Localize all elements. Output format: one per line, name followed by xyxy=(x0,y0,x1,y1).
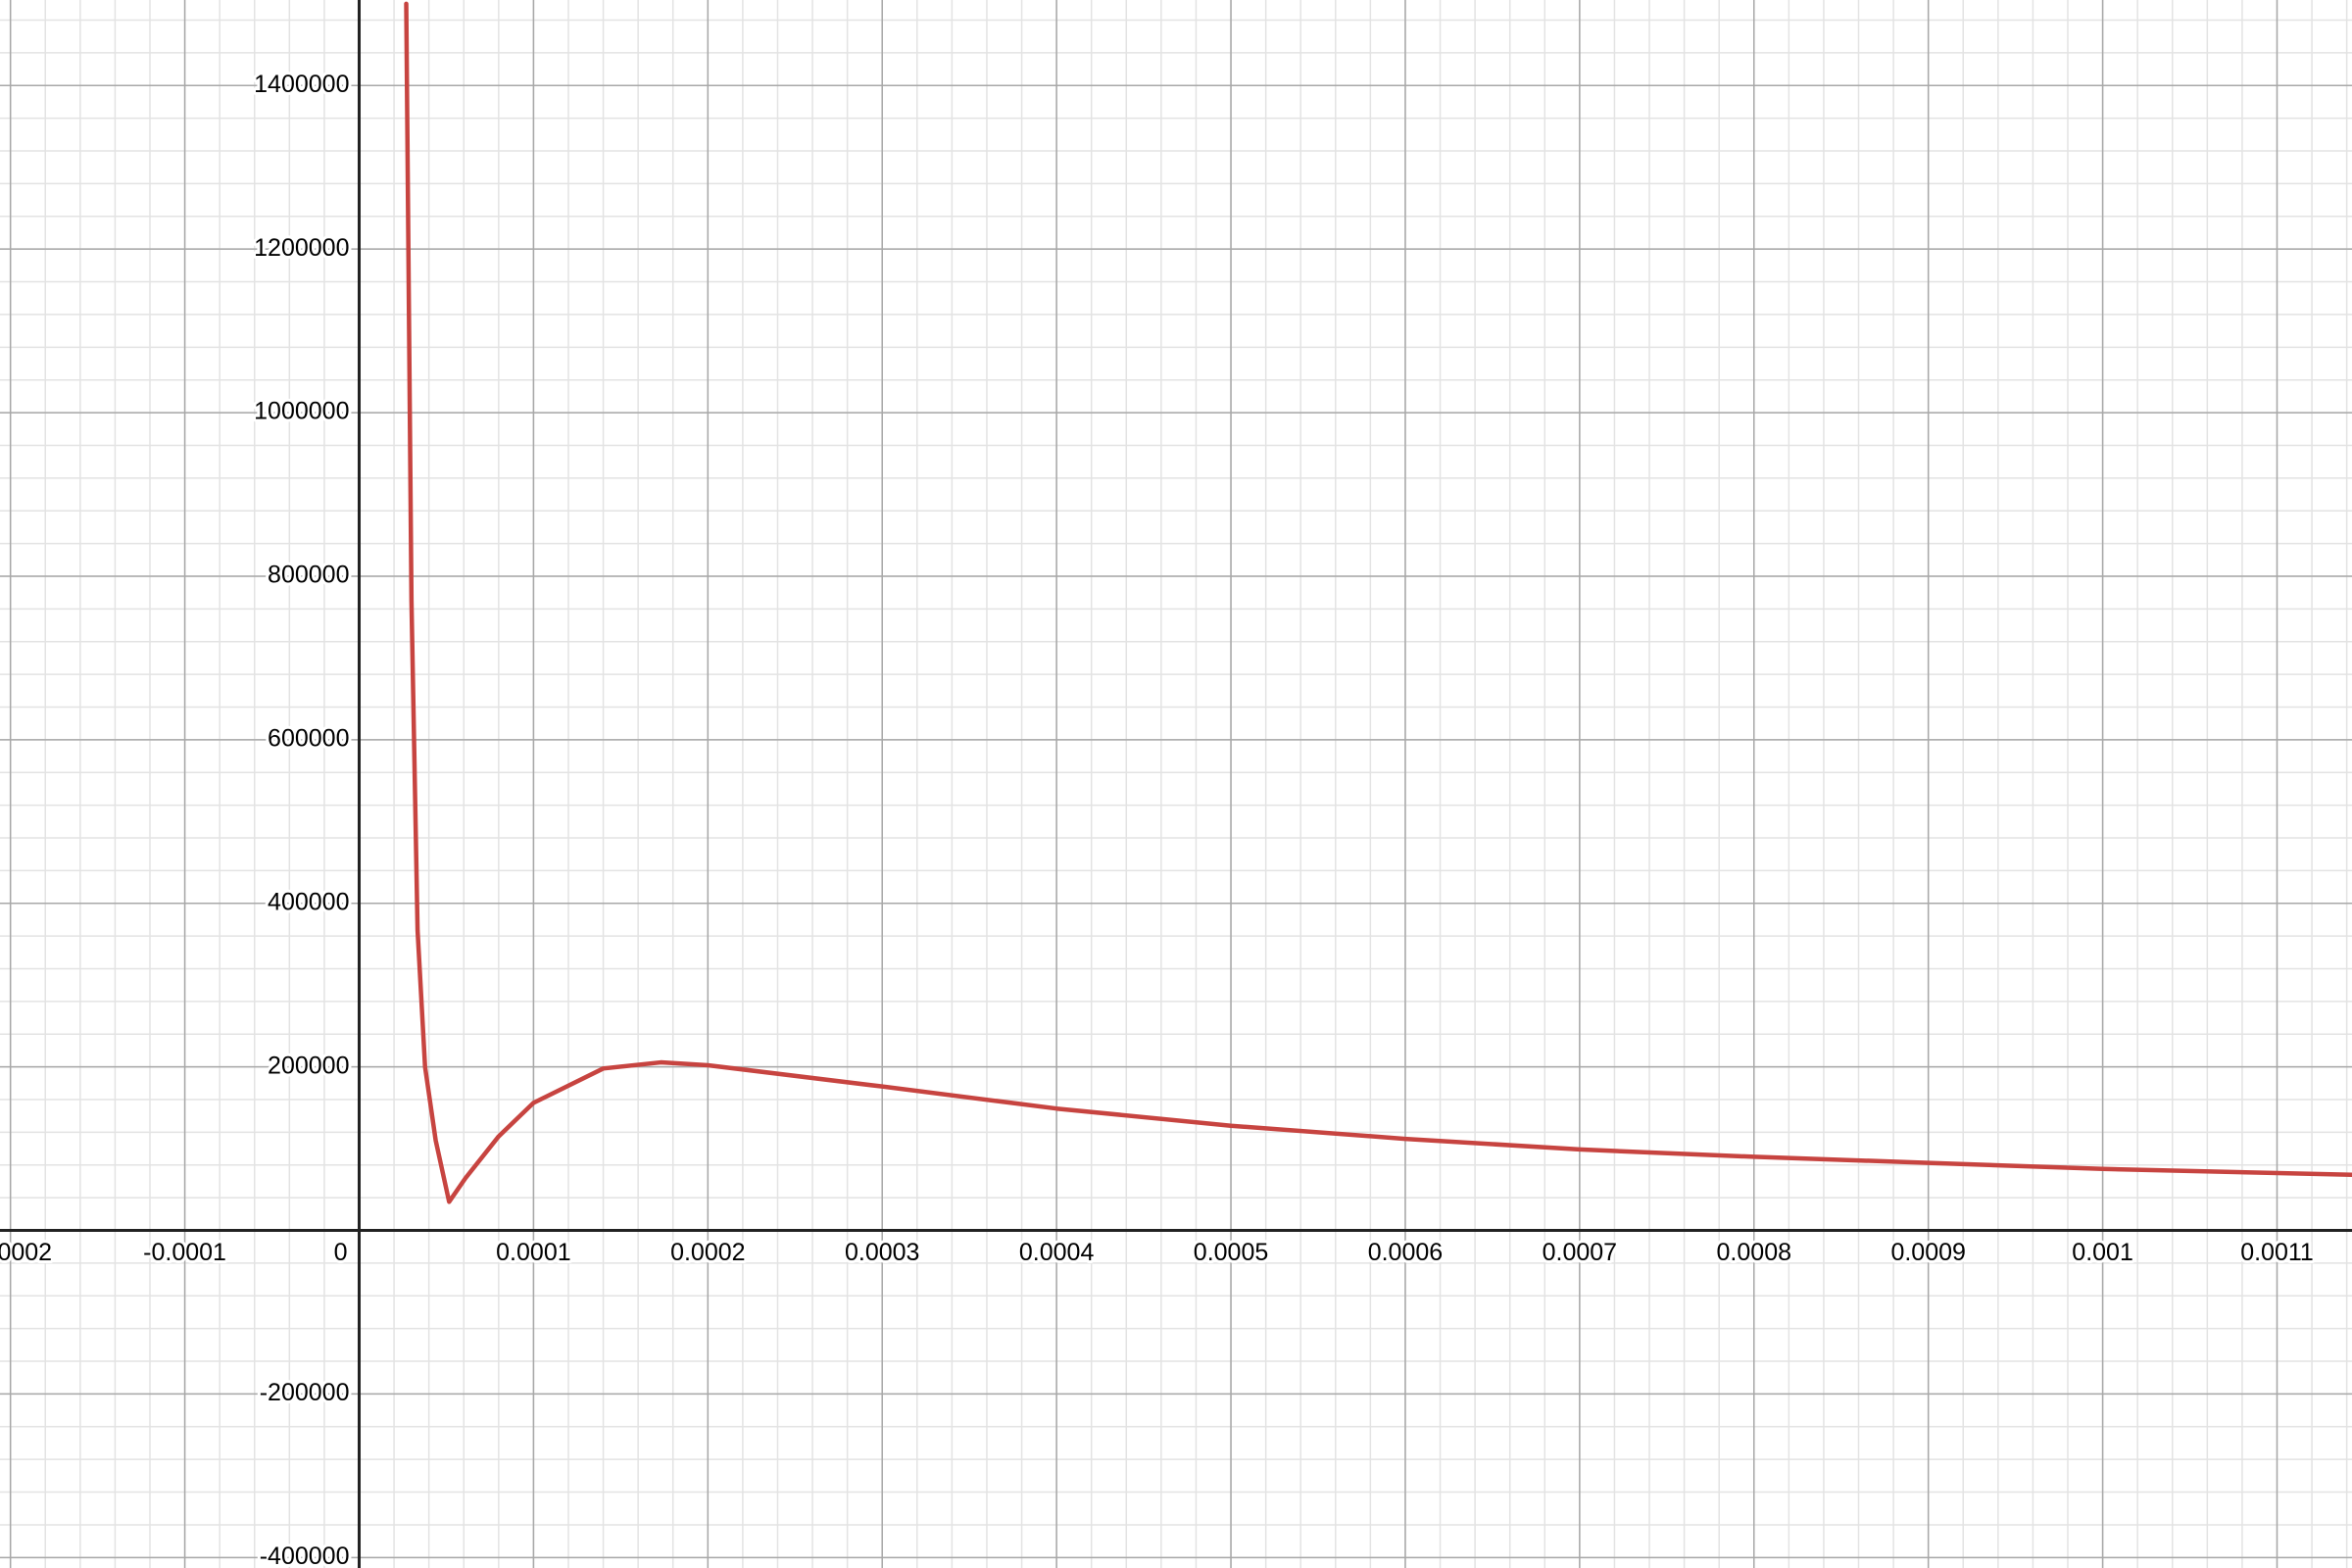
y-tick-label: -200000 xyxy=(260,1379,350,1406)
y-tick-label: 800000 xyxy=(268,562,349,589)
x-tick-label: 0.0011 xyxy=(2240,1239,2314,1266)
x-tick-label: 0.0008 xyxy=(1717,1239,1791,1266)
x-tick-label: 0.0003 xyxy=(845,1239,919,1266)
plot xyxy=(404,1,2352,1204)
labels: -0.0002 -0.0001 0 0.0001 0.0002 0.0003 0.0004 0… xyxy=(0,68,2317,1568)
y-tick-label: 600000 xyxy=(268,724,349,752)
y-tick-label: 200000 xyxy=(268,1052,349,1079)
y-tick-label: 1200000 xyxy=(254,234,349,262)
x-tick-label: 0.0007 xyxy=(1543,1239,1617,1266)
x-tick-label: -0.0002 xyxy=(0,1239,52,1266)
x-tick-label: 0.0009 xyxy=(1890,1239,1965,1266)
x-tick-label: 0.0004 xyxy=(1019,1239,1095,1266)
y-tick-label: 400000 xyxy=(268,888,349,915)
y-tick-label: 1400000 xyxy=(254,71,349,98)
y-tick-label: -400000 xyxy=(260,1543,350,1568)
x-tick-label: 0.0001 xyxy=(496,1239,570,1266)
x-tick-label: 0 xyxy=(334,1239,348,1266)
x-tick-label: 0.0005 xyxy=(1194,1239,1268,1266)
x-tick-label: 0.0002 xyxy=(670,1239,745,1266)
y-tick-label: 1000000 xyxy=(254,398,349,425)
x-tick-label: 0.0006 xyxy=(1368,1239,1443,1266)
series-line xyxy=(404,1,2352,1204)
x-tick-label: 0.001 xyxy=(2072,1239,2133,1266)
x-tick-label: -0.0001 xyxy=(143,1239,226,1266)
